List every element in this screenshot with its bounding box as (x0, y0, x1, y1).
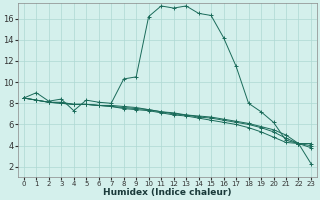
X-axis label: Humidex (Indice chaleur): Humidex (Indice chaleur) (103, 188, 232, 197)
